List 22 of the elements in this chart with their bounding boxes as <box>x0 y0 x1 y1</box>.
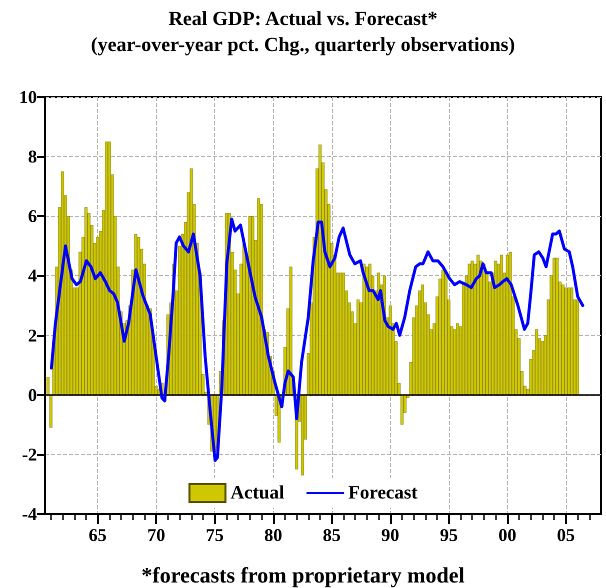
y-tick-label: -4 <box>22 504 37 524</box>
chart-subtitle: (year-over-year pct. Chg., quarterly observations) <box>90 34 516 56</box>
legend-label: Actual <box>230 482 284 504</box>
y-tick-label: 0 <box>28 384 37 405</box>
x-tick-label: 70 <box>147 525 166 545</box>
y-tick-label: 2 <box>28 325 37 346</box>
chart-title: Real GDP: Actual vs. Forecast* <box>168 8 438 30</box>
x-tick-label: 65 <box>88 525 107 545</box>
y-tick-label: -2 <box>22 444 37 464</box>
x-tick-label: 00 <box>498 525 516 545</box>
legend-label: Forecast <box>348 482 418 504</box>
y-tick-label: 8 <box>28 146 37 167</box>
x-tick-label: 75 <box>206 525 224 545</box>
x-tick-label: 95 <box>440 525 458 545</box>
text: *forecasts from proprietary model <box>141 562 465 588</box>
x-tick-label: 05 <box>556 525 575 545</box>
x-tick-label: 80 <box>264 525 282 545</box>
x-tick-label: 85 <box>322 525 341 545</box>
y-tick-label: 10 <box>19 87 37 107</box>
x-tick-label: 90 <box>381 525 400 545</box>
y-tick-label: 4 <box>28 266 37 286</box>
y-tick-label: 6 <box>28 206 37 226</box>
